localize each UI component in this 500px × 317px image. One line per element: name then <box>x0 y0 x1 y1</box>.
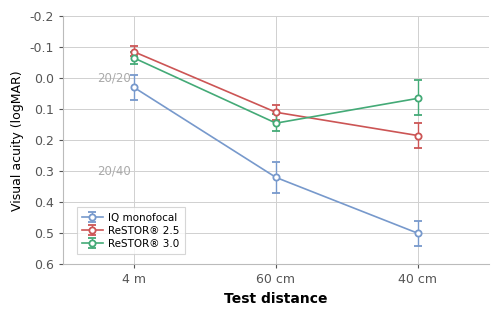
Legend: IQ monofocal, ReSTOR® 2.5, ReSTOR® 3.0: IQ monofocal, ReSTOR® 2.5, ReSTOR® 3.0 <box>77 207 184 254</box>
Text: 20/20: 20/20 <box>97 72 131 85</box>
X-axis label: Test distance: Test distance <box>224 292 328 306</box>
Y-axis label: Visual acuity (logMAR): Visual acuity (logMAR) <box>11 70 24 210</box>
Text: 20/40: 20/40 <box>97 165 131 178</box>
